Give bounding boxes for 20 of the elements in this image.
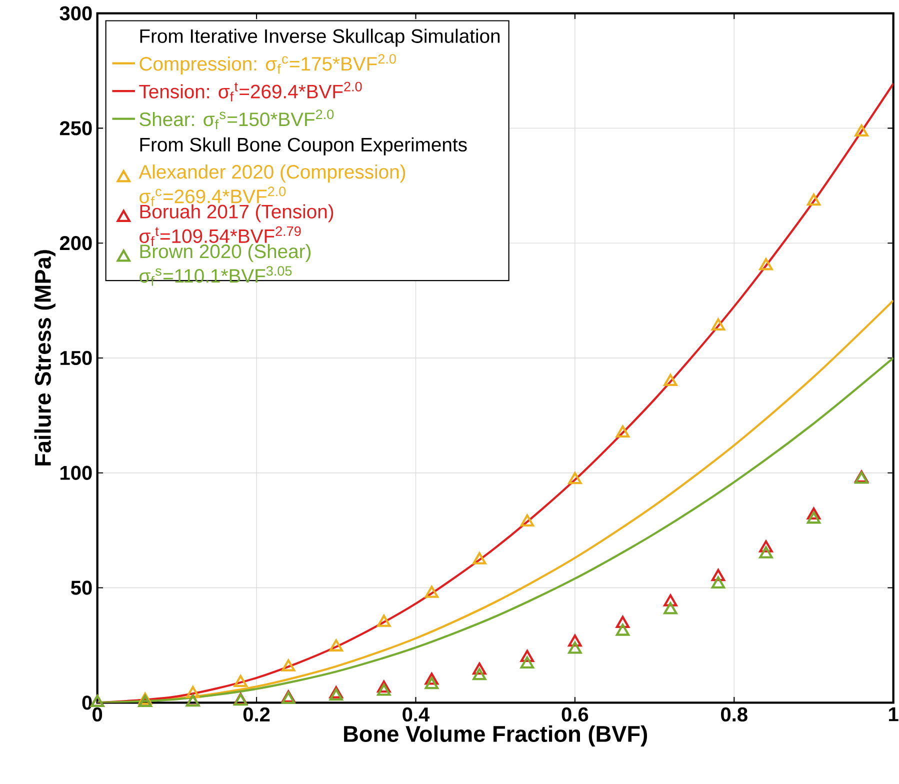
x-tick-label: 0.8 <box>721 707 748 722</box>
y-tick-label: 0 <box>82 696 92 710</box>
x-tick-label: 0.4 <box>402 707 430 722</box>
x-tick-label: 0.2 <box>243 707 270 722</box>
y-tick-label: 100 <box>60 466 92 480</box>
y-tick-label: 50 <box>70 580 92 595</box>
y-tick-label: 150 <box>60 350 92 366</box>
legend-label: Shear: σ$_{f}$$^{s}$=150*BVF$^{2.0}$ <box>140 110 334 130</box>
x-axis-title: Bone Volume Fraction (BVF) <box>344 725 648 746</box>
annotation: From Skull Bone Coupon Experiments <box>140 137 467 156</box>
y-axis-title: Failure Stress (MPa) <box>34 250 56 466</box>
x-tick-label: 1 <box>889 707 898 722</box>
y-tick-label: 300 <box>60 6 92 20</box>
legend-label: Tension: σ$_{f}$$^{t}$=269.4*BVF$^{2.0}$ <box>139 82 362 102</box>
x-tick-label: 0.6 <box>562 707 588 722</box>
legend-title: From Iterative Inverse Skullcap Simulation <box>140 28 500 47</box>
x-tick-label: 0 <box>92 707 102 722</box>
y-tick-label: 250 <box>60 121 92 136</box>
legend-label: Compression: σ$_{f}$$^{c}$=175*BVF$^{2.0}$ <box>140 54 396 75</box>
y-tick-label: 200 <box>60 236 92 250</box>
